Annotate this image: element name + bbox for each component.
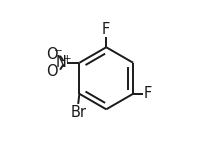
Text: O: O (46, 47, 58, 62)
Text: F: F (102, 22, 110, 36)
Text: N: N (56, 55, 67, 70)
Text: Br: Br (70, 104, 86, 120)
Text: O: O (46, 64, 58, 79)
Text: F: F (144, 86, 152, 101)
Text: −: − (54, 46, 63, 56)
Text: +: + (63, 54, 72, 64)
